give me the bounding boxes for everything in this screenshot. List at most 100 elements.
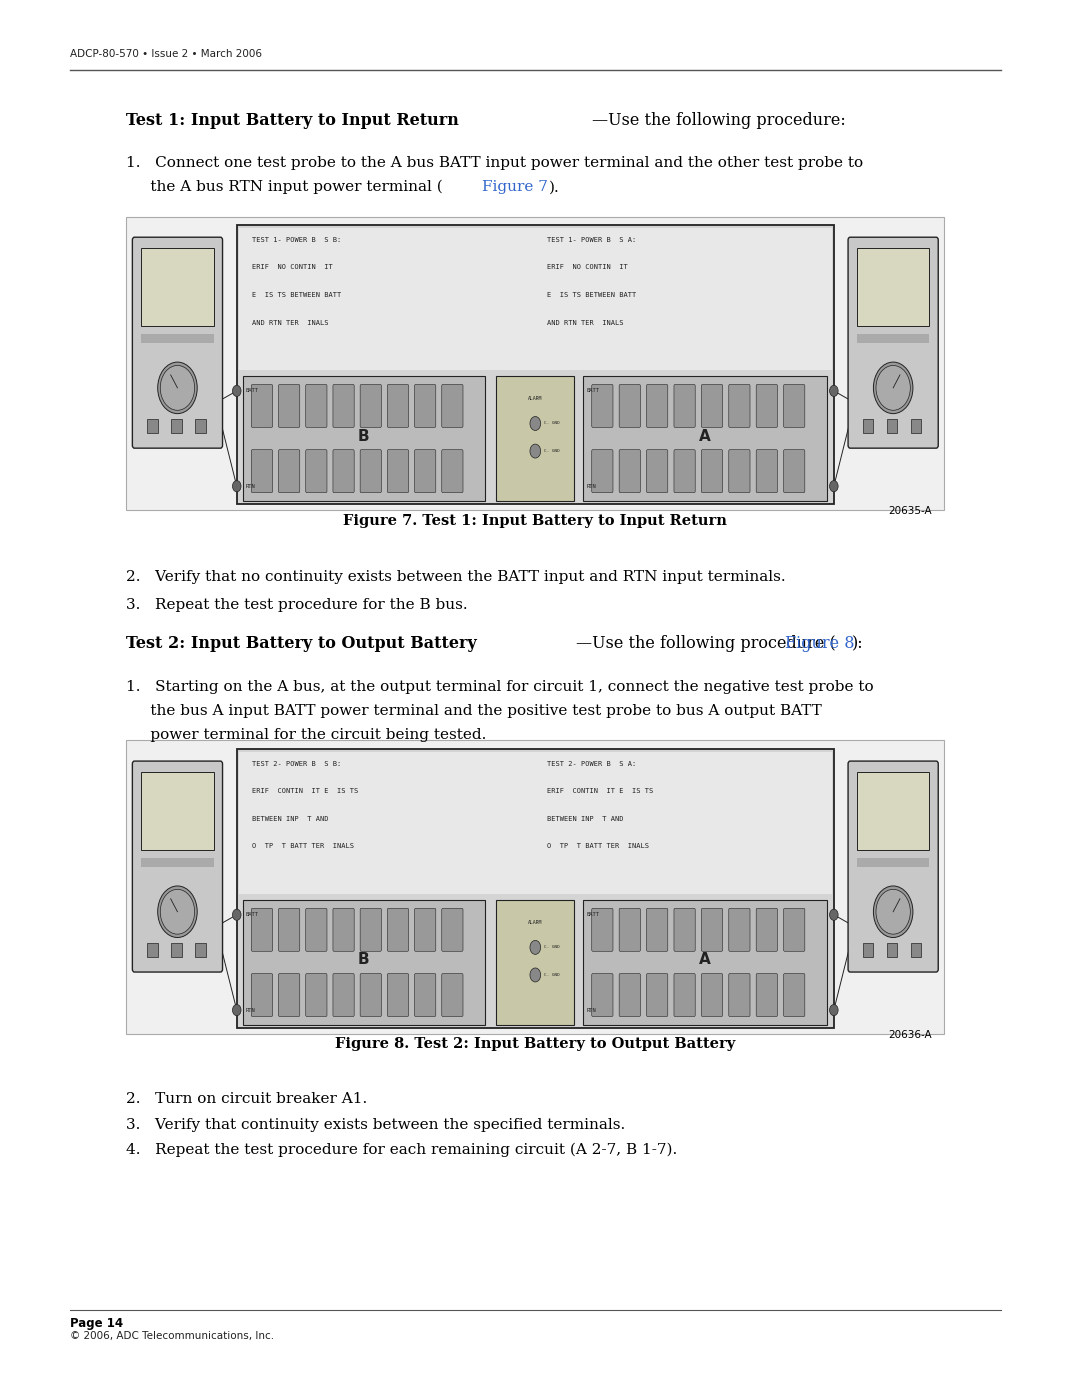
FancyBboxPatch shape: [784, 384, 805, 427]
Text: the bus A input BATT power terminal and the positive test probe to bus A output : the bus A input BATT power terminal and …: [126, 704, 822, 718]
Circle shape: [232, 386, 241, 397]
Text: ADCP-80-570 • Issue 2 • March 2006: ADCP-80-570 • Issue 2 • March 2006: [69, 49, 261, 59]
FancyBboxPatch shape: [912, 943, 921, 957]
FancyBboxPatch shape: [333, 974, 354, 1017]
FancyBboxPatch shape: [647, 974, 667, 1017]
Circle shape: [160, 890, 194, 935]
FancyBboxPatch shape: [729, 450, 750, 493]
Circle shape: [829, 386, 838, 397]
Circle shape: [829, 909, 838, 921]
FancyBboxPatch shape: [279, 450, 300, 493]
FancyBboxPatch shape: [858, 858, 929, 866]
Text: BETWEEN INP  T AND: BETWEEN INP T AND: [548, 816, 624, 821]
FancyBboxPatch shape: [360, 908, 381, 951]
Text: C. GND: C. GND: [544, 422, 559, 426]
FancyBboxPatch shape: [388, 450, 408, 493]
Text: AND RTN TER  INALS: AND RTN TER INALS: [548, 320, 624, 326]
FancyBboxPatch shape: [701, 450, 723, 493]
Circle shape: [530, 968, 541, 982]
FancyBboxPatch shape: [647, 908, 667, 951]
Text: BATT: BATT: [246, 912, 259, 918]
FancyBboxPatch shape: [756, 908, 778, 951]
FancyBboxPatch shape: [583, 376, 826, 502]
FancyBboxPatch shape: [756, 974, 778, 1017]
FancyBboxPatch shape: [415, 384, 436, 427]
FancyBboxPatch shape: [252, 908, 272, 951]
FancyBboxPatch shape: [147, 943, 158, 957]
FancyBboxPatch shape: [252, 974, 272, 1017]
FancyBboxPatch shape: [141, 858, 214, 866]
Circle shape: [874, 362, 913, 414]
FancyBboxPatch shape: [279, 974, 300, 1017]
FancyBboxPatch shape: [858, 249, 929, 327]
FancyBboxPatch shape: [306, 450, 327, 493]
Circle shape: [829, 1004, 838, 1016]
Text: ):: ):: [852, 636, 864, 652]
FancyBboxPatch shape: [360, 384, 381, 427]
FancyBboxPatch shape: [147, 419, 158, 433]
Text: O  TP  T BATT TER  INALS: O TP T BATT TER INALS: [548, 844, 649, 849]
FancyBboxPatch shape: [415, 450, 436, 493]
FancyBboxPatch shape: [784, 450, 805, 493]
FancyBboxPatch shape: [619, 450, 640, 493]
Text: ERIF  NO CONTIN  IT: ERIF NO CONTIN IT: [548, 264, 627, 271]
FancyBboxPatch shape: [729, 908, 750, 951]
FancyBboxPatch shape: [279, 908, 300, 951]
FancyBboxPatch shape: [858, 334, 929, 342]
Text: B: B: [357, 429, 369, 443]
Text: TEST 1- POWER B  S B:: TEST 1- POWER B S B:: [252, 237, 341, 243]
Circle shape: [530, 416, 541, 430]
FancyBboxPatch shape: [863, 943, 874, 957]
Circle shape: [829, 481, 838, 492]
FancyBboxPatch shape: [141, 334, 214, 342]
Text: © 2006, ADC Telecommunications, Inc.: © 2006, ADC Telecommunications, Inc.: [69, 1331, 273, 1341]
FancyBboxPatch shape: [674, 450, 696, 493]
Text: —Use the following procedure (: —Use the following procedure (: [576, 636, 836, 652]
FancyBboxPatch shape: [583, 900, 826, 1025]
FancyBboxPatch shape: [237, 749, 834, 1028]
FancyBboxPatch shape: [887, 943, 897, 957]
Text: TEST 2- POWER B  S B:: TEST 2- POWER B S B:: [252, 761, 341, 767]
Text: 2.   Turn on circuit breaker A1.: 2. Turn on circuit breaker A1.: [126, 1092, 367, 1106]
FancyBboxPatch shape: [237, 225, 834, 504]
FancyBboxPatch shape: [133, 761, 222, 972]
FancyBboxPatch shape: [912, 419, 921, 433]
Circle shape: [232, 909, 241, 921]
Text: 3.   Verify that continuity exists between the specified terminals.: 3. Verify that continuity exists between…: [126, 1118, 625, 1132]
Text: TEST 2- POWER B  S A:: TEST 2- POWER B S A:: [548, 761, 636, 767]
FancyBboxPatch shape: [674, 384, 696, 427]
FancyBboxPatch shape: [306, 384, 327, 427]
FancyBboxPatch shape: [126, 217, 944, 510]
Text: RTN: RTN: [246, 1007, 256, 1013]
Text: TEST 1- POWER B  S A:: TEST 1- POWER B S A:: [548, 237, 636, 243]
Text: B: B: [357, 953, 369, 967]
Text: 2.   Verify that no continuity exists between the BATT input and RTN input termi: 2. Verify that no continuity exists betw…: [126, 570, 786, 584]
Text: E  IS TS BETWEEN BATT: E IS TS BETWEEN BATT: [548, 292, 636, 298]
FancyBboxPatch shape: [701, 384, 723, 427]
Text: BATT: BATT: [586, 388, 599, 394]
Circle shape: [530, 444, 541, 458]
Text: C. GND: C. GND: [544, 448, 559, 453]
FancyBboxPatch shape: [239, 752, 832, 894]
FancyBboxPatch shape: [701, 974, 723, 1017]
Text: RTN: RTN: [246, 483, 256, 489]
Circle shape: [160, 366, 194, 411]
Text: BATT: BATT: [586, 912, 599, 918]
FancyBboxPatch shape: [848, 761, 939, 972]
FancyBboxPatch shape: [415, 908, 436, 951]
FancyBboxPatch shape: [592, 908, 613, 951]
FancyBboxPatch shape: [592, 450, 613, 493]
FancyBboxPatch shape: [442, 974, 463, 1017]
FancyBboxPatch shape: [172, 943, 181, 957]
FancyBboxPatch shape: [647, 450, 667, 493]
FancyBboxPatch shape: [848, 237, 939, 448]
Text: AND RTN TER  INALS: AND RTN TER INALS: [252, 320, 328, 326]
FancyBboxPatch shape: [729, 384, 750, 427]
Circle shape: [530, 940, 541, 954]
FancyBboxPatch shape: [388, 384, 408, 427]
FancyBboxPatch shape: [333, 384, 354, 427]
Text: Figure 8. Test 2: Input Battery to Output Battery: Figure 8. Test 2: Input Battery to Outpu…: [335, 1037, 735, 1051]
FancyBboxPatch shape: [784, 908, 805, 951]
Circle shape: [232, 481, 241, 492]
FancyBboxPatch shape: [333, 450, 354, 493]
